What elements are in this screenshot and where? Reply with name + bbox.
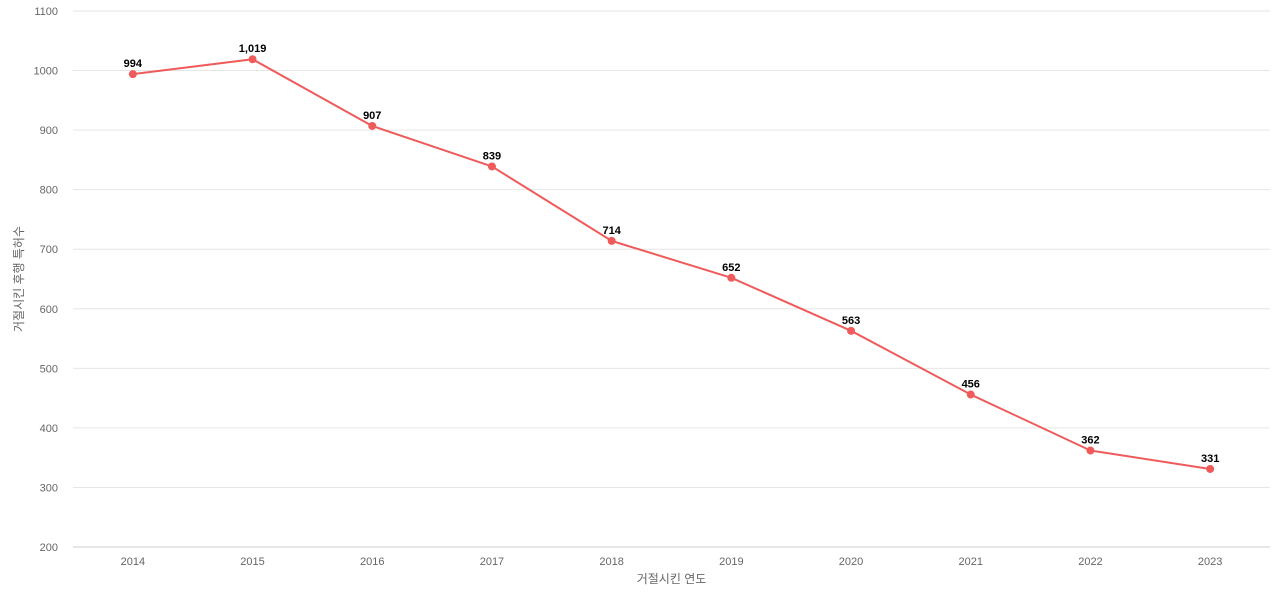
y-tick-label: 300 <box>40 482 58 494</box>
x-tick-label: 2020 <box>839 556 863 568</box>
data-labels: 994 1,019 907 839 714 652 563 456 362 331 <box>124 43 1220 465</box>
y-tick-label: 800 <box>40 185 58 197</box>
data-label: 563 <box>842 315 860 327</box>
data-point[interactable] <box>1086 446 1095 455</box>
data-point[interactable] <box>727 273 736 282</box>
y-tick-label: 1000 <box>34 66 58 78</box>
y-tick-label: 400 <box>40 423 58 435</box>
data-label: 331 <box>1201 453 1219 465</box>
y-tick-label: 900 <box>40 125 58 137</box>
data-label: 714 <box>602 225 621 237</box>
data-point[interactable] <box>248 55 257 64</box>
y-tick-label: 1100 <box>34 6 58 18</box>
data-point[interactable] <box>847 326 856 335</box>
series-line <box>132 58 1211 470</box>
y-axis-title: 거절시킨 후행 특허수 <box>11 226 26 332</box>
x-axis-title: 거절시킨 연도 <box>637 572 707 586</box>
data-label: 907 <box>363 110 381 122</box>
x-tick-label: 2021 <box>959 556 983 568</box>
gridlines <box>73 10 1270 548</box>
x-tick-label: 2022 <box>1078 556 1102 568</box>
x-tick-label: 2014 <box>121 556 145 568</box>
data-point[interactable] <box>487 162 496 171</box>
y-tick-label: 700 <box>40 244 58 256</box>
series-layer <box>128 55 1215 473</box>
data-label: 456 <box>962 379 980 391</box>
data-point[interactable] <box>966 390 975 399</box>
y-axis-ticks: 200 300 400 500 600 700 800 900 1000 1100 <box>34 6 58 554</box>
x-tick-label: 2016 <box>360 556 384 568</box>
y-tick-label: 500 <box>40 363 58 375</box>
data-point[interactable] <box>368 121 377 130</box>
x-tick-label: 2017 <box>480 556 504 568</box>
data-point[interactable] <box>607 236 616 245</box>
x-tick-label: 2023 <box>1198 556 1222 568</box>
data-label: 652 <box>722 262 740 274</box>
x-tick-label: 2019 <box>719 556 743 568</box>
x-axis-ticks: 2014 2015 2016 2017 2018 2019 2020 2021 2022 2023 <box>121 556 1223 568</box>
data-label: 362 <box>1081 435 1099 447</box>
y-tick-label: 200 <box>40 542 58 554</box>
y-tick-label: 600 <box>40 304 58 316</box>
data-label: 994 <box>124 58 143 70</box>
x-tick-label: 2015 <box>240 556 264 568</box>
x-tick-label: 2018 <box>599 556 623 568</box>
data-label: 1,019 <box>239 43 267 55</box>
data-point[interactable] <box>128 70 137 79</box>
data-label: 839 <box>483 150 501 162</box>
data-point[interactable] <box>1206 464 1215 473</box>
